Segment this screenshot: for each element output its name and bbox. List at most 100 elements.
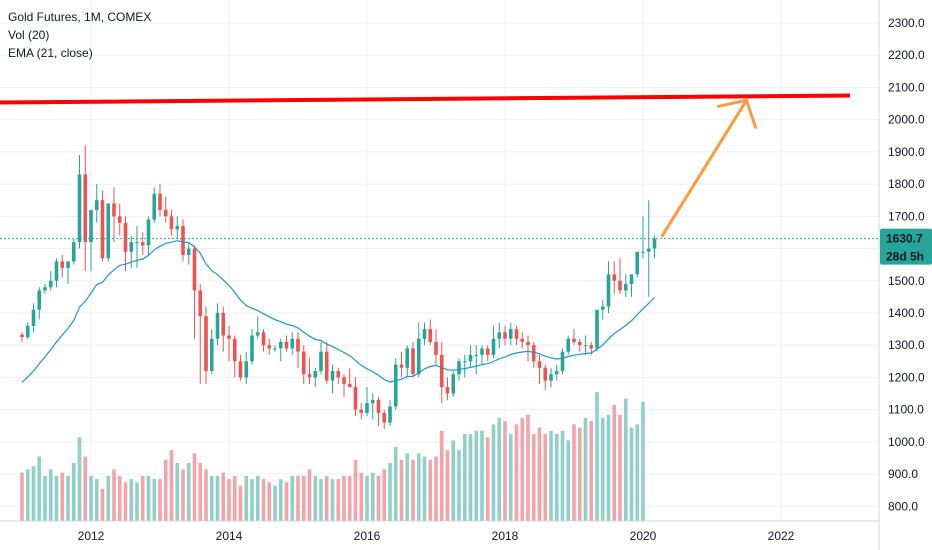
candle-body: [273, 348, 277, 350]
candle-body: [480, 348, 484, 355]
candle-body: [158, 193, 162, 210]
candle-body: [388, 406, 392, 423]
volume-bar: [468, 434, 473, 521]
candle-body: [623, 283, 628, 291]
volume-indicator-label[interactable]: Vol (20): [8, 28, 50, 42]
candle-body: [238, 361, 243, 378]
candle-body: [497, 332, 502, 339]
volume-bar: [520, 417, 525, 521]
candle-body: [646, 248, 651, 252]
price-tick-label: 900.0: [888, 467, 918, 481]
candle-body: [549, 374, 553, 381]
volume-bar: [336, 479, 341, 521]
candle-body: [278, 341, 283, 349]
time-tick-label: 2018: [492, 529, 519, 543]
candle-body: [290, 338, 295, 349]
volume-bar: [382, 469, 387, 521]
price-axis[interactable]: 800.0 900.0 1000.0 1100.0 1200.0 1300.0 1400.0…: [888, 16, 925, 513]
volume-bar: [549, 430, 553, 521]
volume-bar: [324, 475, 329, 521]
volume-bar: [434, 456, 438, 521]
candle-body: [416, 338, 421, 375]
candle-body: [531, 345, 536, 362]
candle-body: [422, 329, 427, 339]
volume-bar: [526, 414, 530, 521]
volume-bar: [629, 427, 634, 521]
time-tick-label: 2020: [630, 529, 657, 543]
candle-body: [457, 361, 461, 375]
volume-bar: [416, 453, 421, 521]
volume-bar: [43, 475, 47, 521]
candle-body: [347, 383, 352, 388]
candle-body: [60, 261, 65, 268]
volume-bar: [353, 459, 358, 521]
candle-body: [411, 348, 415, 375]
candle-body: [577, 341, 582, 346]
candle-body: [186, 248, 191, 255]
volume-bar: [462, 434, 467, 521]
candle-body: [100, 200, 105, 259]
candle-body: [359, 409, 364, 413]
price-tick-label: 1900.0: [888, 145, 925, 159]
volume-bar: [152, 479, 157, 521]
candle-body: [353, 387, 358, 410]
volume-bar: [439, 430, 444, 521]
ema-indicator-label[interactable]: EMA (21, close): [8, 46, 93, 60]
volume-bar: [158, 479, 162, 521]
candle-body: [169, 216, 174, 230]
candle-body: [261, 332, 266, 346]
volume-bar: [54, 475, 59, 521]
volume-bar: [422, 456, 427, 521]
volume-bar: [135, 482, 139, 521]
candle-body: [301, 351, 306, 375]
volume-bar: [117, 475, 122, 521]
candle-body: [370, 399, 375, 404]
volume-bar: [60, 472, 65, 521]
candle-body: [629, 274, 634, 284]
volume-bar: [393, 446, 398, 521]
volume-bar: [37, 456, 42, 521]
volume-bar: [31, 466, 36, 521]
volume-bar: [106, 475, 111, 521]
candle-body: [123, 222, 128, 252]
candle-body: [462, 361, 467, 363]
candle-body: [543, 367, 548, 381]
price-tick-label: 1500.0: [888, 274, 925, 288]
candle-body: [250, 335, 254, 362]
candle-body: [146, 219, 151, 246]
candle-body: [606, 274, 611, 307]
time-axis[interactable]: 2012 2014 2016 2018 2020 2022: [78, 529, 795, 543]
candle-body: [526, 341, 530, 346]
resistance-line[interactable]: [0, 93, 851, 105]
volume-bar: [284, 482, 289, 521]
volume-bars: [20, 392, 645, 521]
candle-body: [319, 351, 323, 371]
volume-bar: [612, 405, 617, 521]
candle-body: [560, 351, 565, 371]
symbol-title[interactable]: Gold Futures, 1M, COMEX: [8, 10, 152, 24]
candle-body: [618, 280, 622, 291]
price-tick-label: 1800.0: [888, 177, 925, 191]
volume-bar: [140, 475, 145, 521]
candle-body: [612, 274, 617, 281]
volume-bar: [290, 475, 295, 521]
volume-bar: [129, 479, 134, 521]
candle-body: [48, 280, 53, 288]
candle-body: [641, 251, 645, 253]
candle-body: [652, 238, 657, 249]
candle-body: [365, 403, 369, 413]
volume-bar: [577, 427, 582, 521]
candle-body: [583, 345, 588, 347]
candle-body: [215, 312, 220, 339]
volume-bar: [204, 469, 208, 521]
candle-body: [554, 370, 559, 375]
candle-body: [43, 287, 47, 291]
volume-bar: [537, 427, 542, 521]
volume-bar: [405, 453, 410, 521]
candle-body: [54, 261, 59, 281]
candle-body: [600, 306, 605, 310]
projection-arrow[interactable]: [660, 98, 757, 238]
time-tick-label: 2014: [216, 529, 243, 543]
candle-body: [296, 338, 300, 352]
